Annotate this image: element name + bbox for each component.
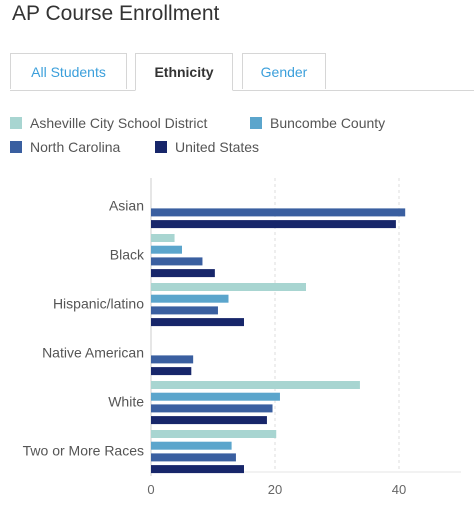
x-tick-label: 0: [147, 482, 154, 497]
legend-label: United States: [175, 139, 260, 155]
tab-all-students[interactable]: All Students: [10, 53, 127, 89]
tab-ethnicity[interactable]: Ethnicity: [135, 53, 233, 91]
category-label: Hispanic/latino: [53, 296, 144, 312]
bar: [151, 381, 360, 389]
bar: [151, 355, 194, 364]
category-label: Black: [110, 247, 145, 263]
bar: [151, 283, 306, 291]
category-label: White: [108, 394, 144, 410]
bar: [151, 318, 244, 327]
legend-item-north-carolina[interactable]: North Carolina: [10, 139, 120, 155]
bar: [151, 269, 215, 278]
legend-label: Buncombe County: [270, 115, 386, 131]
bar: [151, 257, 203, 266]
legend-item-buncombe[interactable]: Buncombe County: [250, 115, 385, 131]
legend-label: Asheville City School District: [30, 115, 208, 131]
bar: [151, 367, 192, 376]
bar: [151, 465, 244, 474]
legend-swatch: [10, 117, 22, 129]
legend-item-united-states[interactable]: United States: [155, 139, 259, 155]
bar: [151, 453, 236, 462]
x-tick-label: 20: [268, 482, 282, 497]
bar: [151, 234, 175, 242]
bar: [151, 441, 232, 450]
legend-swatch: [250, 117, 262, 129]
legend-label: North Carolina: [30, 139, 121, 155]
tab-gender[interactable]: Gender: [242, 53, 326, 89]
bar: [151, 430, 277, 438]
legend-item-asheville[interactable]: Asheville City School District: [10, 115, 207, 131]
bar: [151, 306, 218, 315]
category-label: Two or More Races: [23, 443, 144, 459]
x-tick-label: 40: [392, 482, 406, 497]
bar-chart: 0 20 40 Asian Black Hispanic/latino Native Ame…: [23, 178, 461, 497]
bar: [151, 294, 229, 303]
legend-swatch: [10, 141, 22, 153]
category-label: Native American: [42, 345, 144, 361]
bar: [151, 404, 273, 413]
bar: [151, 416, 267, 425]
bar: [151, 220, 396, 229]
category-label: Asian: [109, 198, 144, 214]
legend-swatch: [155, 141, 167, 153]
tab-bar: All Students Ethnicity Gender: [10, 53, 474, 91]
bar: [151, 208, 406, 217]
bar: [151, 245, 182, 254]
page-title: AP Course Enrollment: [12, 2, 220, 25]
bar: [151, 392, 280, 401]
